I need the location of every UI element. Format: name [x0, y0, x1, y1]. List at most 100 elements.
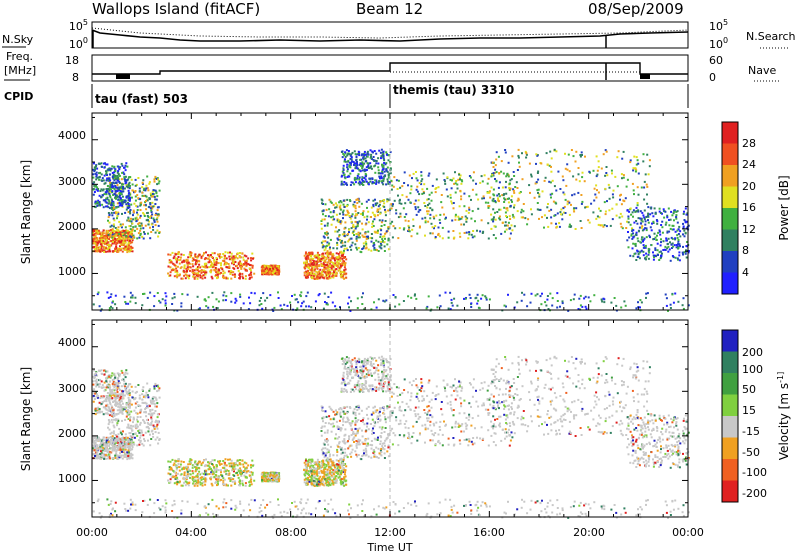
power-cell	[578, 297, 581, 300]
power-cell	[111, 186, 114, 189]
power-cell	[124, 249, 127, 251]
power-cell	[318, 265, 320, 268]
power-cell	[674, 256, 677, 259]
power-cell	[218, 255, 221, 258]
power-cell	[595, 175, 598, 178]
power-cell	[467, 237, 470, 240]
power-cell	[339, 222, 342, 225]
power-cell	[480, 297, 483, 300]
velocity-cell	[117, 457, 120, 460]
power-cell	[374, 171, 377, 174]
power-cell	[627, 217, 630, 220]
power-cell	[674, 230, 677, 233]
power-cell	[348, 228, 351, 231]
power-cell	[195, 268, 198, 271]
power-cell	[327, 236, 330, 239]
colorbar-segment	[722, 208, 738, 230]
power-cell	[635, 307, 638, 310]
power-cell	[366, 155, 369, 158]
power-cell	[500, 232, 503, 235]
power-cell	[303, 271, 306, 274]
power-cell	[640, 222, 643, 225]
power-cell	[357, 222, 359, 225]
power-cell	[185, 261, 188, 264]
power-cell	[434, 225, 437, 227]
power-cell	[456, 304, 459, 307]
power-cell	[488, 191, 491, 194]
power-cell	[412, 225, 415, 227]
power-cell	[105, 239, 108, 241]
power-cell	[421, 188, 424, 191]
power-cell	[94, 202, 97, 205]
power-cell	[352, 230, 355, 233]
power-cell	[230, 277, 233, 280]
power-cell	[323, 236, 326, 239]
power-cell	[498, 208, 501, 211]
velocity-cell	[132, 418, 135, 421]
power-cell	[365, 175, 367, 178]
power-cell	[621, 177, 623, 180]
power-cell	[139, 227, 142, 230]
power-cell	[387, 209, 390, 212]
power-cell	[649, 213, 652, 216]
power-cell	[144, 224, 147, 227]
power-cell	[675, 214, 678, 217]
power-cell	[355, 225, 358, 228]
power-cell	[231, 260, 234, 263]
power-cell	[321, 218, 324, 221]
power-cell	[358, 234, 360, 237]
power-cell	[200, 257, 203, 260]
power-cell	[170, 259, 173, 262]
power-cell	[158, 189, 161, 192]
power-cell	[346, 211, 349, 214]
power-cell	[118, 236, 120, 239]
power-cell	[476, 293, 479, 296]
power-cell	[134, 219, 137, 221]
power-cell	[360, 163, 363, 166]
power-cell	[379, 200, 382, 203]
power-cell	[131, 239, 134, 242]
power-cell	[337, 265, 339, 268]
power-cell	[403, 216, 406, 218]
power-cell	[441, 226, 444, 229]
power-cell	[550, 216, 553, 219]
power-cell	[116, 179, 119, 182]
velocity-cell	[109, 390, 112, 393]
power-cell	[316, 255, 319, 258]
velocity-cell	[121, 450, 123, 453]
power-cell	[323, 256, 326, 258]
power-cell	[363, 152, 366, 155]
power-cell	[118, 240, 121, 243]
power-cell	[119, 242, 122, 245]
power-cell	[342, 260, 345, 262]
power-cell	[238, 256, 241, 259]
power-cell	[126, 165, 129, 168]
power-cell	[129, 176, 132, 179]
power-cell	[385, 168, 388, 171]
power-cell	[106, 189, 108, 192]
power-cell	[106, 248, 109, 250]
power-cell	[348, 231, 350, 234]
power-cell	[481, 197, 484, 200]
power-cell	[164, 304, 167, 307]
power-cell	[132, 211, 135, 214]
power-cell	[612, 189, 615, 192]
power-cell	[223, 263, 226, 266]
velocity-cell	[116, 391, 119, 393]
velocity-cell	[113, 389, 116, 392]
power-cell	[321, 274, 324, 276]
power-cell	[493, 171, 496, 174]
power-cell	[242, 264, 245, 267]
power-cell	[329, 251, 332, 254]
power-cell	[415, 171, 417, 173]
power-cell	[156, 292, 159, 294]
power-cell	[382, 153, 385, 156]
power-cell	[641, 225, 644, 228]
velocity-cell	[117, 418, 120, 421]
power-cell	[381, 200, 384, 202]
power-cell	[678, 254, 681, 257]
velocity-cell	[96, 436, 99, 439]
power-cell	[108, 173, 111, 176]
power-cell	[145, 187, 148, 190]
power-cell	[471, 188, 474, 191]
